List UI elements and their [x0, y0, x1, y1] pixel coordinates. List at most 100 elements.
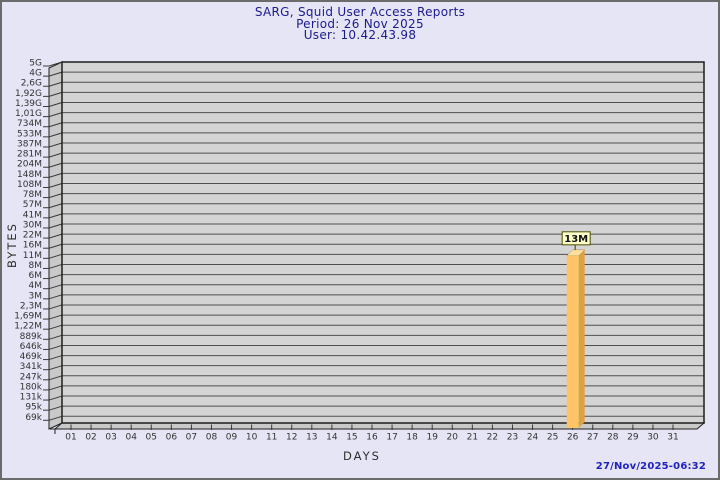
y-tick-label: 4M [29, 281, 43, 291]
x-tick-label: 06 [166, 433, 178, 443]
x-axis-floor [53, 422, 706, 430]
x-tick-label: 14 [326, 433, 338, 443]
y-tick-label: 1,69M [14, 312, 42, 322]
report-title: SARG, Squid User Access Reports [254, 5, 466, 19]
y-wall-slant [48, 253, 63, 259]
y-axis-title: BYTES [5, 222, 19, 268]
y-wall-slant [48, 203, 63, 209]
x-tick-label: 01 [65, 433, 76, 443]
x-tick-label: 19 [426, 433, 438, 443]
y-wall-slant [48, 344, 63, 350]
x-tick-label: 24 [527, 433, 539, 443]
x-axis-title: DAYS [343, 449, 381, 463]
y-wall-slant [48, 122, 63, 128]
x-tick-label: 17 [386, 433, 397, 443]
bar-value-label: 13M [564, 234, 588, 245]
y-tick-label: 57M [23, 200, 42, 210]
x-tick-label: 29 [627, 433, 639, 443]
y-wall-slant [48, 243, 63, 249]
y-tick-label: 734M [17, 119, 42, 129]
x-tick-label: 22 [487, 433, 498, 443]
y-tick-label: 2,3M [20, 301, 42, 311]
y-tick-label: 108M [17, 180, 42, 190]
y-wall-slant [48, 263, 63, 269]
y-tick-label: 469k [20, 352, 43, 362]
y-tick-label: 1,22M [14, 322, 42, 332]
y-tick-label: 533M [17, 129, 42, 139]
y-wall-slant [48, 324, 63, 330]
x-tick-label: 27 [587, 433, 598, 443]
y-wall-slant [48, 375, 63, 381]
y-wall-slant [48, 172, 63, 178]
bar-value-callout [561, 231, 591, 246]
x-tick-label: 20 [447, 433, 459, 443]
y-tick-label: 180k [20, 382, 43, 392]
y-tick-label: 148M [17, 170, 42, 180]
plot-frame [61, 61, 705, 424]
x-tick-label: 09 [226, 433, 238, 443]
y-wall-slant [48, 182, 63, 188]
x-tick-label: 18 [406, 433, 418, 443]
y-tick-label: 247k [20, 372, 43, 382]
x-tick-label: 08 [206, 433, 218, 443]
y-tick-label: 204M [17, 160, 42, 170]
x-tick-label: 15 [346, 433, 357, 443]
y-wall-slant [48, 385, 63, 391]
y-tick-label: 1,39G [15, 99, 42, 109]
y-wall-slant [48, 233, 63, 239]
y-tick-label: 41M [23, 210, 42, 220]
y-wall-slant [48, 415, 63, 421]
y-wall-slant [48, 193, 63, 199]
y-wall-slant [48, 71, 63, 77]
generation-timestamp: 27/Nov/2025-06:32 [595, 461, 706, 472]
y-tick-label: 6M [29, 271, 43, 281]
y-wall-slant [48, 274, 63, 280]
y-wall-slant [48, 294, 63, 300]
x-tick-label: 13 [306, 433, 317, 443]
x-tick-label: 04 [125, 433, 137, 443]
x-tick-label: 03 [105, 433, 116, 443]
y-tick-label: 95k [25, 403, 42, 413]
y-wall-slant [48, 152, 63, 158]
plot-area [62, 62, 704, 423]
x-tick-label: 26 [567, 433, 579, 443]
y-tick-label: 3M [29, 291, 43, 301]
y-wall-slant [48, 142, 63, 148]
y-wall-slant [48, 162, 63, 168]
x-tick-label: 07 [186, 433, 197, 443]
y-wall-slant [48, 304, 63, 310]
y-wall-slant [48, 334, 63, 340]
y-tick-label: 131k [20, 393, 43, 403]
y-wall-slant [48, 132, 63, 138]
y-tick-label: 1,92G [15, 89, 42, 99]
y-wall-slant [48, 102, 63, 107]
y-wall-slant [48, 314, 63, 320]
y-tick-label: 5G [29, 59, 42, 69]
y-tick-label: 22M [23, 231, 42, 241]
x-tick-label: 02 [85, 433, 96, 443]
x-tick-label: 12 [286, 433, 297, 443]
x-tick-label: 31 [667, 433, 678, 443]
x-tick-label: 30 [647, 433, 659, 443]
y-wall-slant [48, 365, 63, 371]
y-axis-wall [48, 61, 63, 430]
y-wall-slant [48, 213, 63, 219]
x-tick-label: 16 [366, 433, 378, 443]
report-period: Period: 26 Nov 2025 [296, 16, 424, 31]
y-wall-slant [48, 81, 63, 87]
y-wall-slant [48, 395, 63, 401]
x-tick-label: 25 [547, 433, 558, 443]
bar-side-face [578, 249, 585, 428]
y-tick-label: 11M [23, 251, 42, 261]
y-wall-slant [48, 355, 63, 361]
report-user: User: 10.42.43.98 [303, 28, 417, 42]
y-wall-slant [48, 112, 63, 118]
y-tick-label: 387M [17, 139, 42, 149]
y-tick-label: 69k [25, 413, 42, 423]
y-wall-slant [48, 284, 63, 290]
y-tick-label: 2,6G [21, 79, 42, 89]
y-wall-slant [48, 223, 63, 229]
y-tick-label: 4G [29, 69, 42, 79]
x-tick-label: 28 [607, 433, 619, 443]
